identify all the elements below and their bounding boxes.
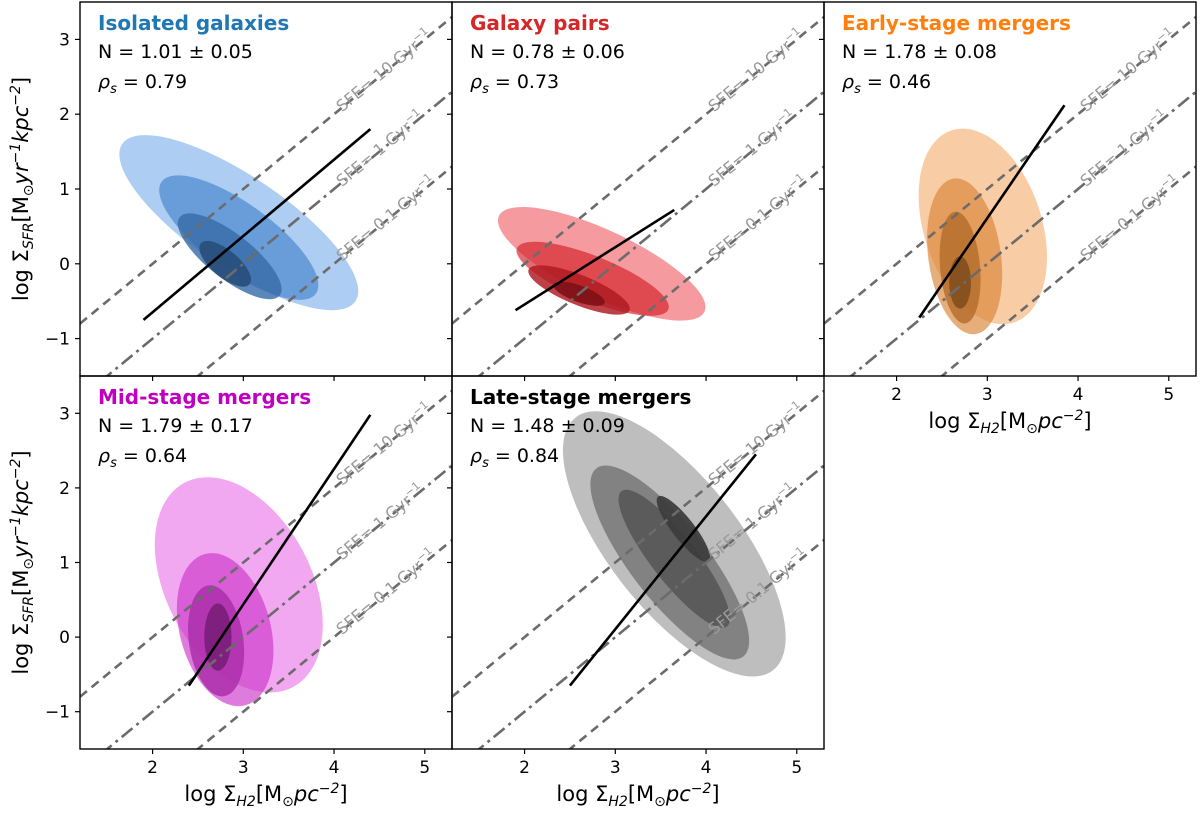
sfe-label: SFE= 10 Gyr−1 [331, 24, 435, 115]
sfe-line-sfe-0-1 [567, 539, 824, 749]
panel-title: Early-stage mergers [842, 11, 1071, 35]
x-axis-label: log ΣH2[M⊙pc−2] [928, 408, 1091, 437]
x-tick-label: 2 [891, 385, 902, 405]
x-tick-label: 2 [519, 758, 530, 778]
x-tick-label: 5 [419, 758, 430, 778]
sfe-line-sfe-10 [80, 15, 452, 325]
fit-line [568, 453, 757, 687]
sfe-line-sfe-10 [80, 389, 452, 698]
x-tick-label: 4 [1073, 385, 1084, 405]
density-contour-level-4 [949, 256, 971, 309]
x-tick-label: 5 [1163, 385, 1174, 405]
y-tick-label: 1 [59, 554, 70, 574]
y-axis-label: log ΣSFR[M⊙yr−1kpc−2] [8, 77, 37, 301]
fit-line [142, 128, 372, 321]
y-tick-label: 2 [59, 105, 70, 125]
x-tick-label: 5 [791, 758, 802, 778]
y-tick-label: 0 [59, 255, 70, 275]
x-tick-label: 4 [701, 758, 712, 778]
n-stat: N = 1.48 ± 0.09 [470, 415, 625, 437]
rho-stat: ρs = 0.84 [470, 445, 559, 471]
panel-title: Late-stage mergers [470, 385, 691, 409]
n-stat: N = 1.79 ± 0.17 [98, 415, 253, 437]
x-tick-label: 2 [147, 758, 158, 778]
sfe-label: SFE= 1 Gyr−1 [331, 106, 428, 191]
rho-stat: ρs = 0.46 [842, 71, 931, 97]
fit-line [514, 208, 675, 312]
n-stat: N = 1.01 ± 0.05 [98, 41, 253, 63]
sfe-line-sfe-0-1 [195, 539, 452, 749]
sfe-line-sfe-0-1 [939, 165, 1196, 376]
n-stat: N = 0.78 ± 0.06 [470, 41, 625, 63]
y-tick-label: 3 [59, 404, 70, 424]
density-contour-level-2 [516, 241, 669, 316]
sfe-label: SFE= 1 Gyr−1 [331, 479, 428, 564]
fit-line [918, 104, 1066, 319]
density-contour-level-3 [618, 489, 731, 628]
y-tick-label: −1 [45, 330, 70, 350]
sfe-label: SFE= 1 Gyr−1 [1075, 106, 1172, 191]
sfe-label: SFE= 10 Gyr−1 [1075, 24, 1179, 115]
sfe-line-sfe-0-1 [567, 165, 824, 376]
density-contour-level-4 [656, 495, 711, 562]
x-tick-label: 3 [610, 758, 621, 778]
sfe-label: SFE= 10 Gyr−1 [703, 24, 807, 115]
panel-title: Mid-stage mergers [98, 385, 311, 409]
x-axis-label: log ΣH2[M⊙pc−2] [184, 781, 347, 810]
sfe-label: SFE= 10 Gyr−1 [331, 398, 436, 489]
sfe-label: SFE= 1 Gyr−1 [703, 106, 800, 191]
fit-line [187, 414, 372, 687]
x-axis-label: log ΣH2[M⊙pc−2] [556, 781, 719, 810]
sfe-line-sfe-0-1 [195, 165, 452, 376]
rho-stat: ρs = 0.79 [98, 71, 187, 97]
sfe-line-sfe-10 [452, 15, 824, 325]
y-tick-label: 2 [59, 479, 70, 499]
n-stat: N = 1.78 ± 0.08 [842, 41, 997, 63]
sfe-label: SFE= 10 Gyr−1 [703, 398, 808, 489]
sfe-line-sfe-10 [824, 15, 1196, 325]
y-axis-label: log ΣSFR[M⊙yr−1kpc−2] [8, 450, 37, 674]
sfe-line-sfe-10 [452, 389, 824, 698]
rho-stat: ρs = 0.64 [98, 445, 187, 471]
panel-title: Isolated galaxies [98, 11, 289, 35]
y-tick-label: 1 [59, 180, 70, 200]
y-tick-label: 3 [59, 30, 70, 50]
y-tick-label: −1 [45, 703, 70, 723]
density-contour-level-4 [199, 240, 251, 287]
x-tick-label: 3 [982, 385, 993, 405]
y-tick-label: 0 [59, 628, 70, 648]
rho-stat: ρs = 0.73 [470, 71, 559, 97]
density-contour-level-4 [204, 603, 232, 671]
panel-title: Galaxy pairs [470, 11, 610, 35]
x-tick-label: 3 [238, 758, 249, 778]
x-tick-label: 4 [329, 758, 340, 778]
